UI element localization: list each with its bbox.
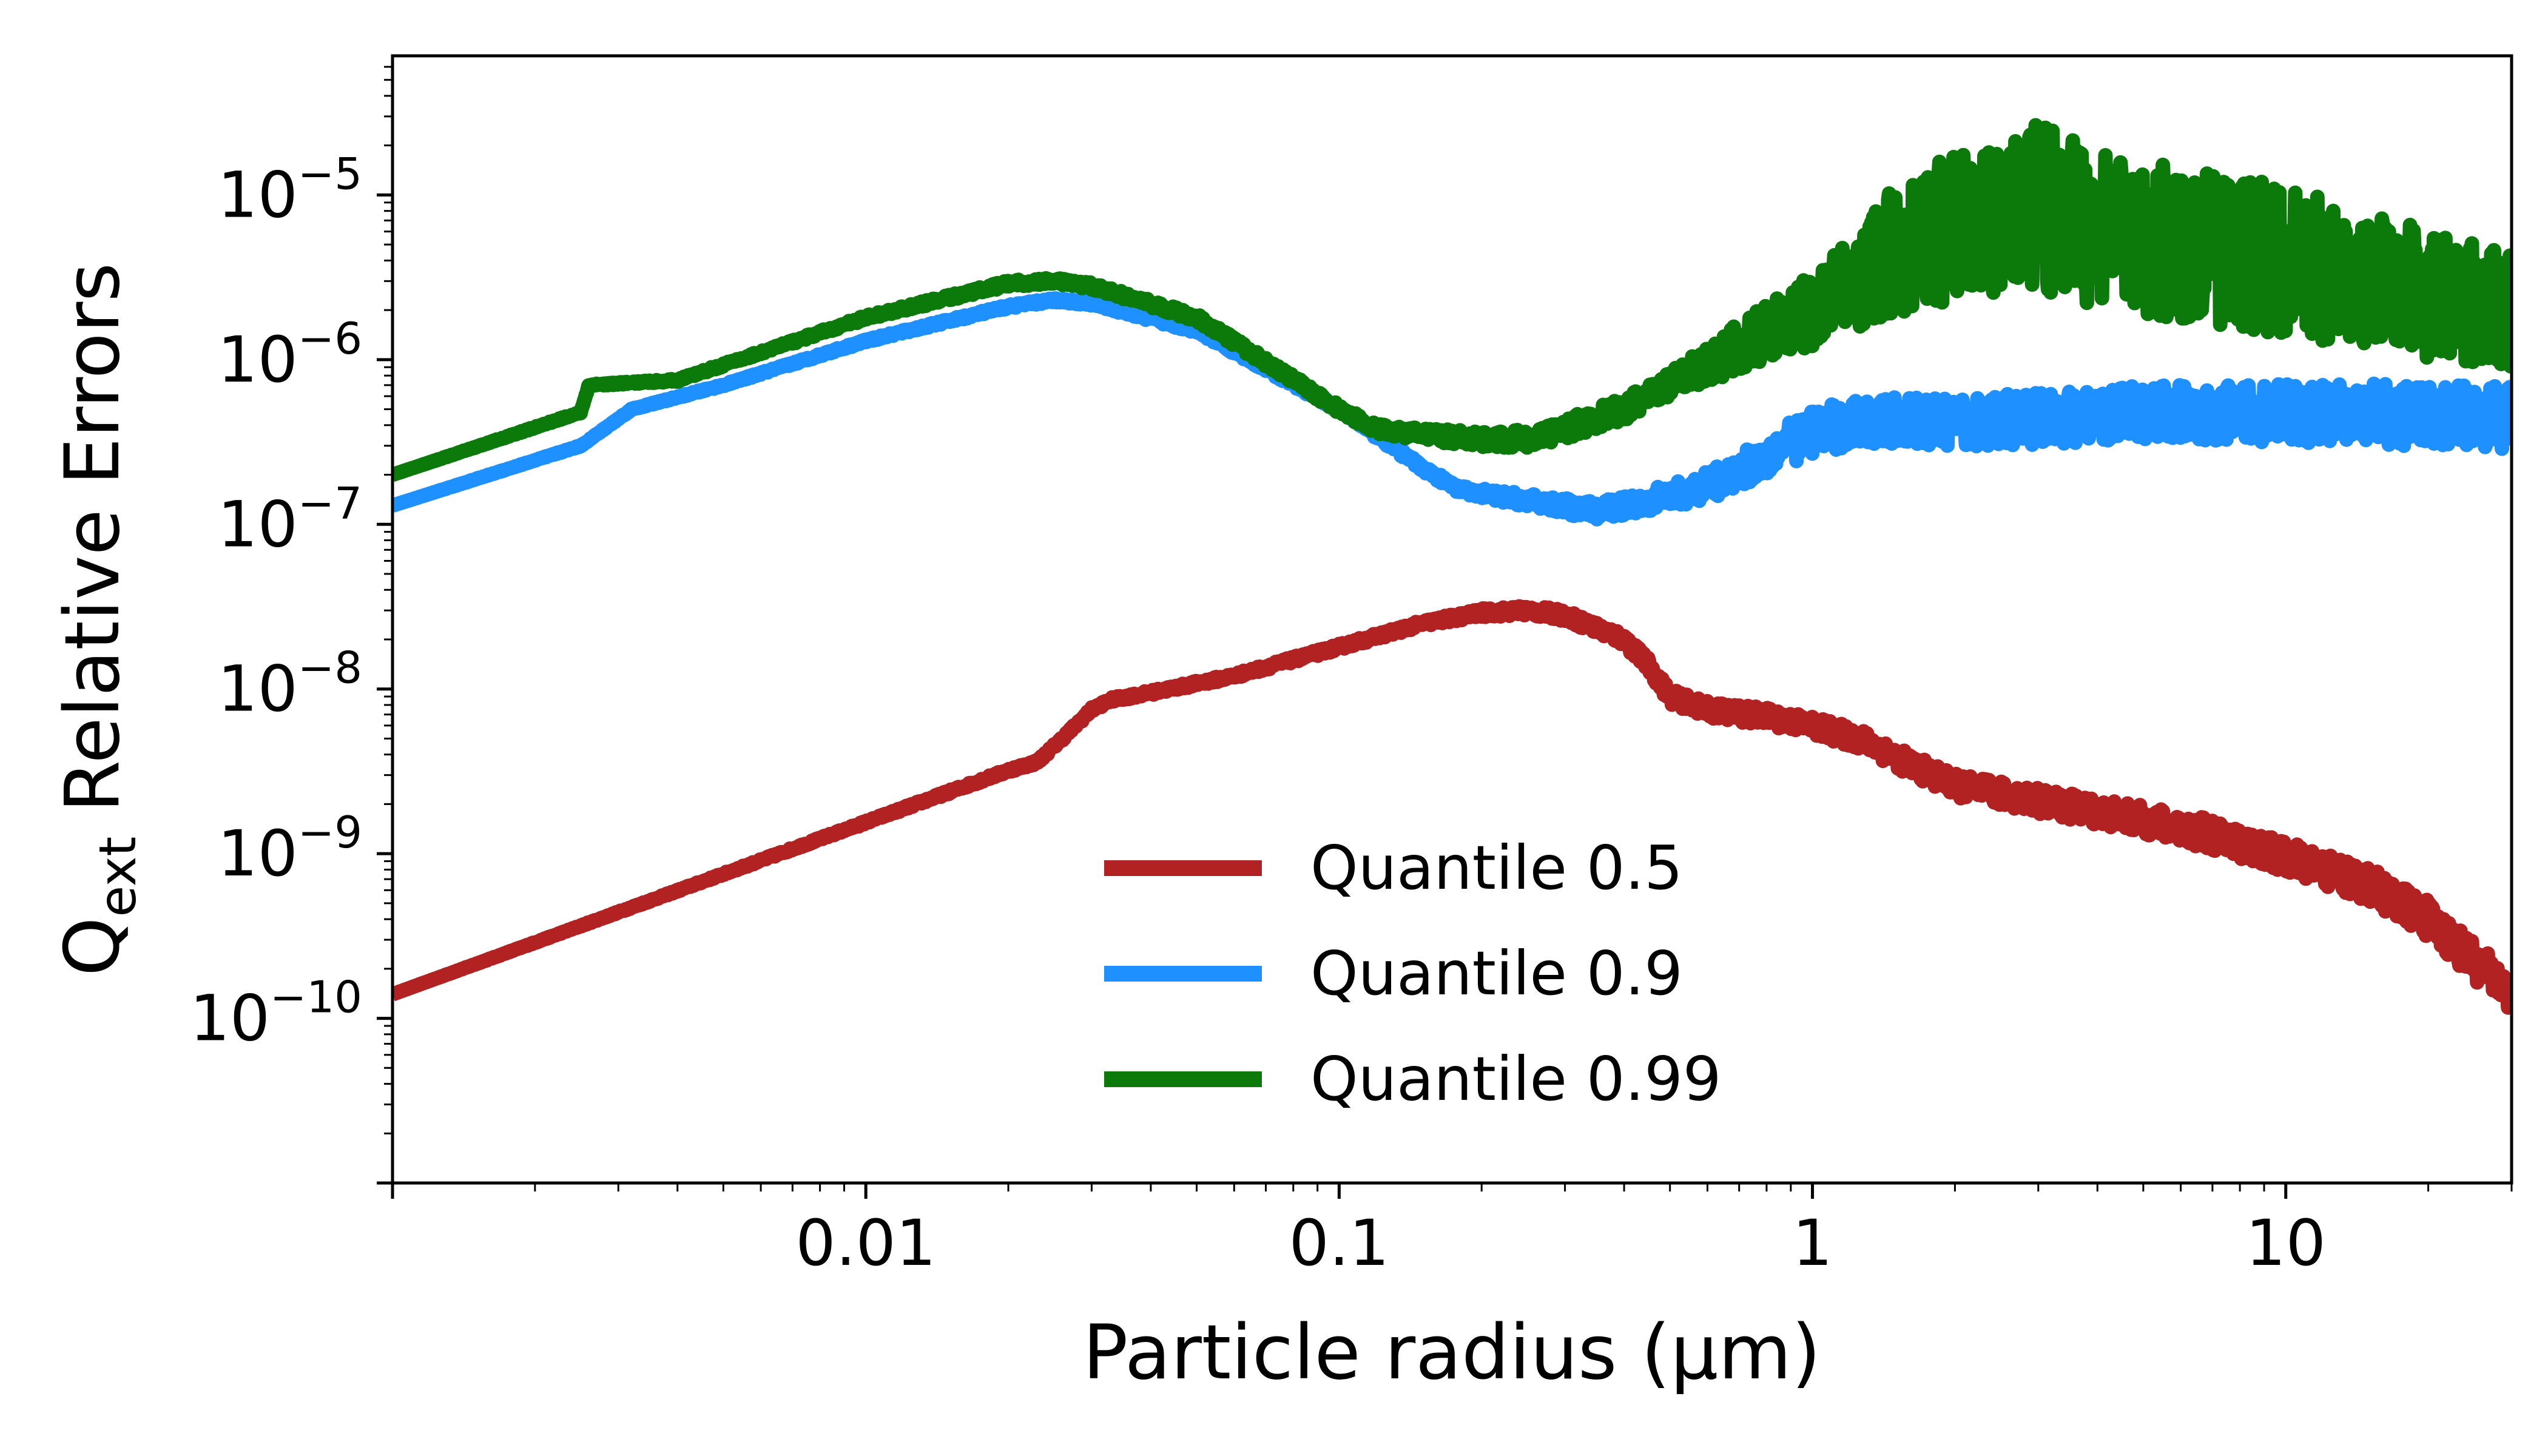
y-tick-label: 10−10 [190, 972, 362, 1056]
plot-frame [391, 54, 2513, 1185]
y-tick-label: 10−9 [218, 807, 362, 891]
y-axis-label: Qext Relative Errors [49, 263, 147, 976]
y-axis: 10−10 10−9 10−8 10−7 10−6 10−5 [190, 66, 393, 1185]
series-layer [393, 118, 2512, 1015]
legend-label-q099: Quantile 0.99 [1310, 1043, 1722, 1114]
x-axis-label: Particle radius (μm) [1083, 1309, 1821, 1397]
legend-label-q05: Quantile 0.5 [1310, 832, 1683, 903]
x-tick-label: 10 [2246, 1206, 2326, 1280]
series-line-1 [393, 599, 2512, 1015]
x-axis: 0.01 0.1 1 10 [391, 1183, 2513, 1280]
y-tick-label: 10−5 [218, 148, 362, 232]
series-line-3 [393, 118, 2512, 482]
y-tick-label: 10−8 [218, 642, 362, 726]
legend-label-q09: Quantile 0.9 [1310, 938, 1683, 1009]
x-tick-label: 0.1 [1289, 1206, 1389, 1280]
series-line-2 [393, 291, 2512, 527]
x-tick-label: 1 [1792, 1206, 1832, 1280]
y-tick-label: 10−6 [218, 313, 362, 397]
x-tick-label: 0.01 [795, 1206, 936, 1280]
legend: Quantile 0.5 Quantile 0.9 Quantile 0.99 [1104, 832, 1722, 1114]
y-tick-label: 10−7 [218, 477, 362, 561]
